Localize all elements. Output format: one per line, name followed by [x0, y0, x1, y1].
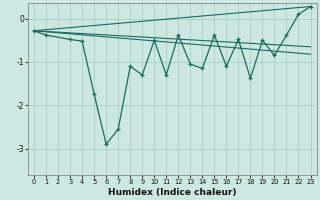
X-axis label: Humidex (Indice chaleur): Humidex (Indice chaleur) [108, 188, 236, 197]
